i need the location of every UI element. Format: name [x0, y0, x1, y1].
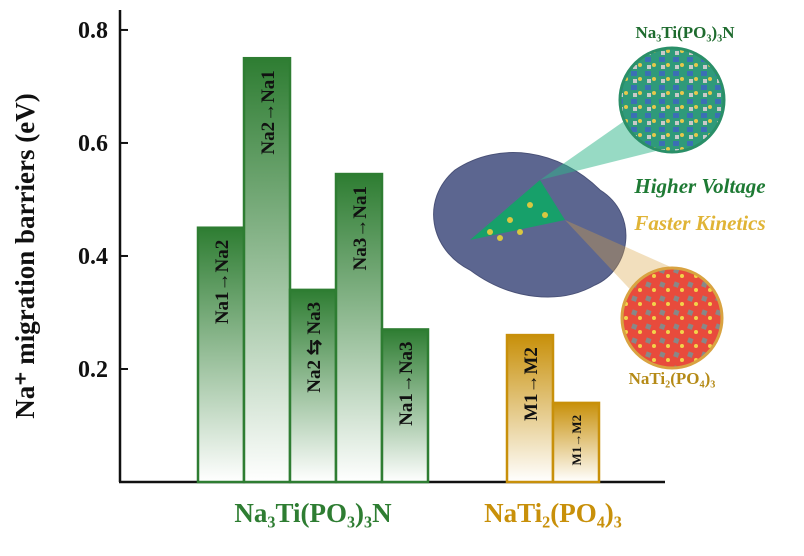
bar [505, 333, 555, 484]
bar-label: M1→M2 [569, 415, 584, 466]
y-tick-label: 0.4 [78, 244, 108, 270]
group-label: Na₃Ti(PO₃)₃N [234, 498, 392, 528]
bar [196, 226, 246, 484]
bar [334, 172, 384, 484]
bar-label: M1→M2 [521, 347, 542, 421]
y-axis-title: Na⁺ migration barriers (eV) [10, 93, 40, 418]
bar [551, 401, 601, 484]
bar-label: Na2→Na1 [258, 70, 279, 154]
group-label: NaTi₂(PO₄)₃ [484, 498, 622, 528]
y-tick-label: 0.8 [78, 18, 108, 44]
annotation: NaTi₂(PO₄)₃ [629, 369, 716, 388]
bar-label: Na1→Na3 [396, 341, 417, 425]
illustration [433, 46, 726, 370]
bar-label: Na1→Na2 [212, 240, 233, 324]
bar [380, 328, 430, 484]
annotation: Na₃Ti(PO₃)₃N [635, 23, 735, 42]
bar-label: Na3→Na1 [350, 186, 371, 270]
y-tick-label: 0.2 [78, 357, 108, 383]
bar-label: Na2 ⇆ Na3 [304, 302, 325, 393]
bar [242, 56, 292, 484]
annotation: Faster Kinetics [633, 211, 765, 235]
annotation: Higher Voltage [633, 174, 765, 198]
y-tick-label: 0.6 [78, 131, 108, 157]
